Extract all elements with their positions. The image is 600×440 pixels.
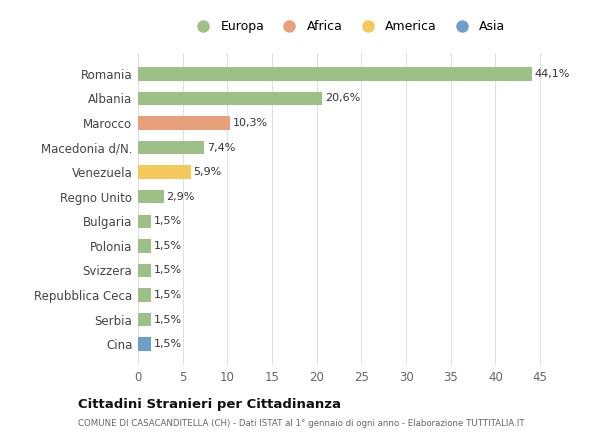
Bar [138, 141, 204, 154]
Text: 1,5%: 1,5% [154, 290, 182, 300]
Bar [138, 215, 151, 228]
Text: Cittadini Stranieri per Cittadinanza: Cittadini Stranieri per Cittadinanza [78, 398, 341, 411]
Text: 2,9%: 2,9% [167, 192, 195, 202]
Bar [138, 165, 191, 179]
Bar [138, 92, 322, 105]
Bar [138, 116, 230, 130]
Text: 7,4%: 7,4% [207, 143, 235, 153]
Bar [138, 264, 151, 277]
Text: 5,9%: 5,9% [193, 167, 221, 177]
Bar [138, 313, 151, 326]
Text: 1,5%: 1,5% [154, 339, 182, 349]
Legend: Europa, Africa, America, Asia: Europa, Africa, America, Asia [185, 15, 511, 38]
Bar [138, 288, 151, 302]
Text: 20,6%: 20,6% [325, 93, 360, 103]
Text: 1,5%: 1,5% [154, 265, 182, 275]
Text: 1,5%: 1,5% [154, 241, 182, 251]
Bar [138, 239, 151, 253]
Bar [138, 337, 151, 351]
Bar [138, 190, 164, 203]
Text: 10,3%: 10,3% [233, 118, 268, 128]
Bar [138, 67, 532, 81]
Text: 44,1%: 44,1% [535, 69, 570, 79]
Text: COMUNE DI CASACANDITELLA (CH) - Dati ISTAT al 1° gennaio di ogni anno - Elaboraz: COMUNE DI CASACANDITELLA (CH) - Dati IST… [78, 419, 524, 428]
Text: 1,5%: 1,5% [154, 315, 182, 325]
Text: 1,5%: 1,5% [154, 216, 182, 226]
